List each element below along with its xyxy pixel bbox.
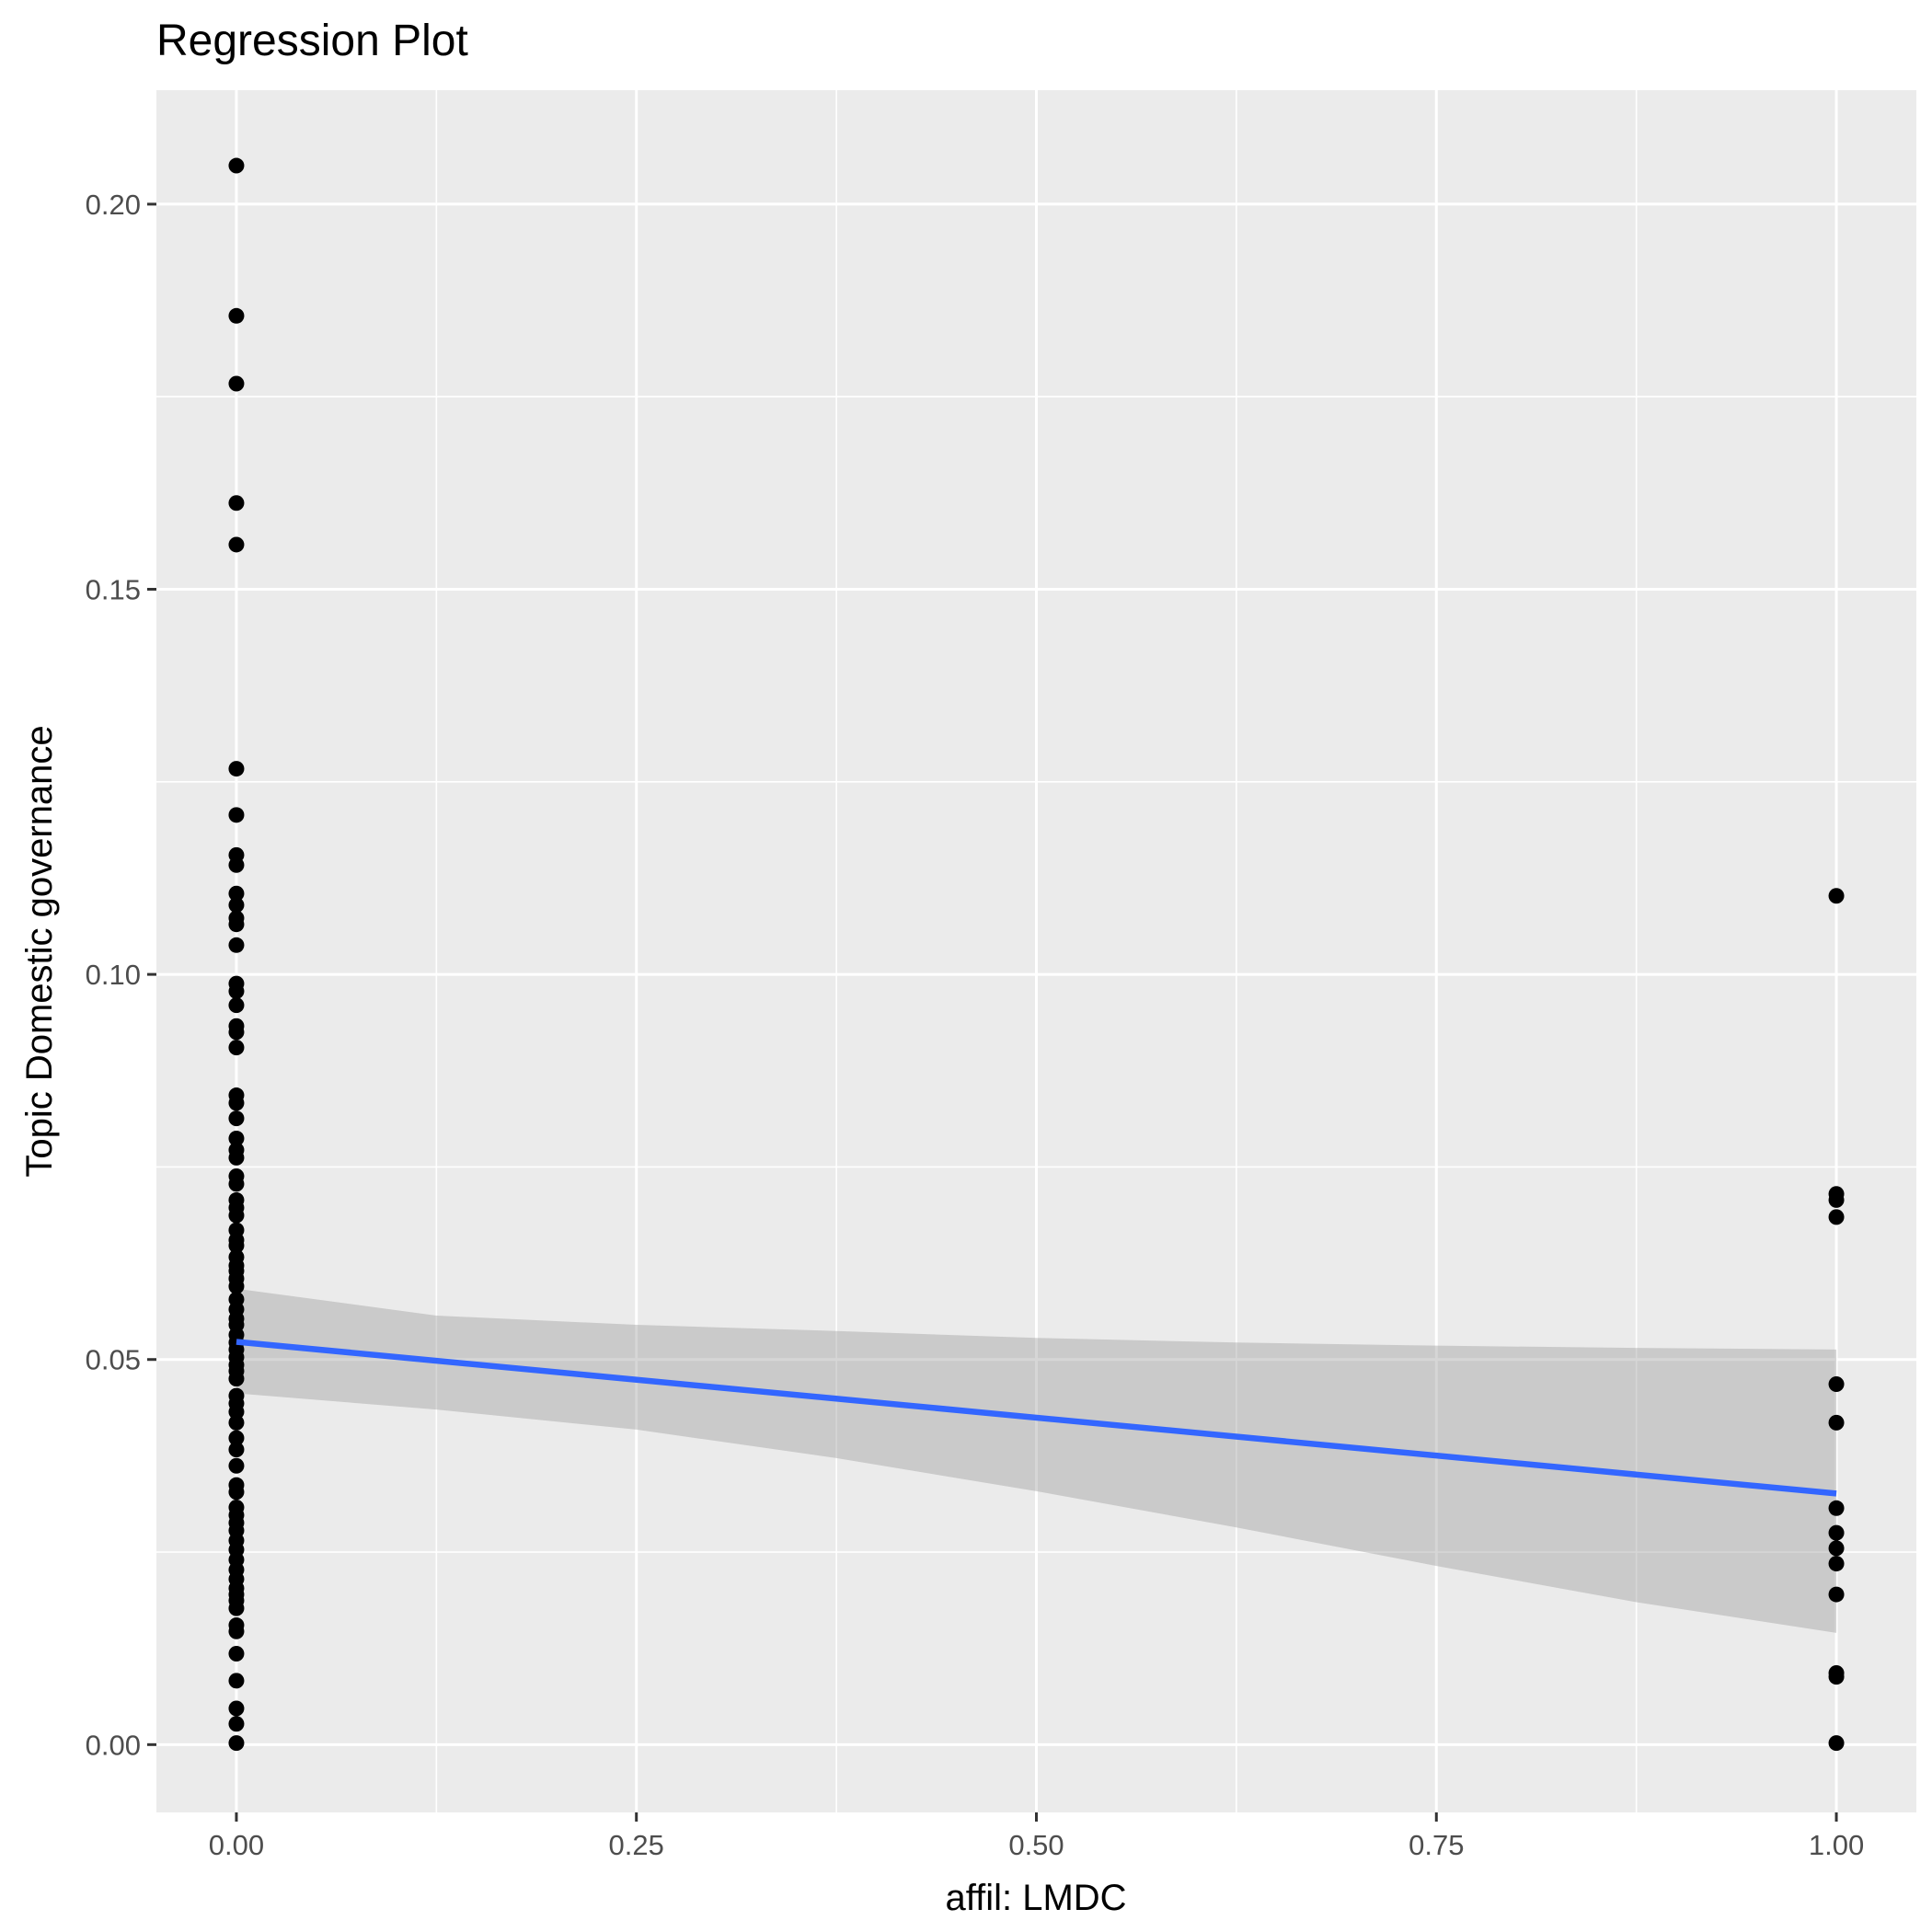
data-point	[228, 1404, 245, 1420]
data-point	[1828, 1669, 1845, 1685]
x-axis: 0.00 0.25 0.50 0.75 1.00	[209, 1812, 1864, 1861]
data-point	[228, 807, 245, 823]
data-point	[228, 1237, 245, 1254]
y-axis: 0.00 0.05 0.10 0.15 0.20	[86, 189, 156, 1761]
data-point	[228, 1414, 245, 1431]
data-point	[1828, 1540, 1845, 1557]
data-point	[228, 1176, 245, 1192]
data-point	[228, 885, 245, 902]
x-tick-label: 1.00	[1809, 1829, 1864, 1861]
data-point	[1828, 1735, 1845, 1752]
data-point	[228, 1095, 245, 1111]
regression-line	[236, 1339, 1837, 1497]
data-point	[228, 375, 245, 392]
data-point	[1828, 1414, 1845, 1431]
data-point	[228, 916, 245, 933]
chart-title: Regression Plot	[156, 17, 468, 65]
data-point	[228, 1700, 245, 1717]
data-point	[1828, 1586, 1845, 1603]
data-point	[1828, 1556, 1845, 1572]
data-point	[228, 495, 245, 512]
y-tick-label: 0.20	[86, 189, 141, 221]
x-tick-label: 0.50	[1008, 1829, 1064, 1861]
data-point	[1828, 888, 1845, 904]
data-point	[228, 1278, 245, 1294]
data-point	[1828, 1376, 1845, 1393]
data-point	[228, 1371, 245, 1387]
data-point	[228, 1673, 245, 1689]
data-point	[228, 536, 245, 553]
confidence-band	[236, 1288, 1837, 1633]
data-point	[228, 1457, 245, 1474]
data-point	[228, 983, 245, 1000]
data-point	[228, 857, 245, 873]
data-point	[228, 1442, 245, 1458]
data-point	[228, 1130, 245, 1146]
data-point	[228, 1716, 245, 1732]
data-point	[228, 307, 245, 324]
data-point	[228, 1040, 245, 1056]
y-tick-label: 0.00	[86, 1729, 141, 1761]
y-tick-label: 0.15	[86, 574, 141, 606]
data-point	[228, 997, 245, 1014]
y-tick-label: 0.05	[86, 1344, 141, 1376]
data-point	[228, 1484, 245, 1501]
data-points	[228, 157, 1845, 1752]
data-point	[228, 1024, 245, 1041]
y-tick-label: 0.10	[86, 959, 141, 991]
data-point	[1828, 1524, 1845, 1541]
data-point	[228, 1735, 245, 1752]
data-point	[1828, 1209, 1845, 1225]
data-point	[1828, 1500, 1845, 1516]
data-point	[228, 1646, 245, 1662]
data-point	[228, 157, 245, 174]
data-point	[228, 1600, 245, 1616]
data-point	[228, 761, 245, 777]
x-axis-title: affil: LMDC	[945, 1878, 1126, 1918]
x-tick-label: 0.75	[1409, 1829, 1464, 1861]
data-point	[228, 1623, 245, 1639]
x-tick-label: 0.25	[609, 1829, 664, 1861]
data-point	[1828, 1191, 1845, 1208]
y-axis-title: Topic Domestic governance	[19, 725, 60, 1177]
data-point	[228, 1149, 245, 1166]
x-tick-label: 0.00	[209, 1829, 264, 1861]
data-point	[228, 937, 245, 953]
data-point	[228, 897, 245, 914]
data-point	[228, 1207, 245, 1224]
data-point	[228, 1110, 245, 1127]
data-point	[228, 1430, 245, 1446]
